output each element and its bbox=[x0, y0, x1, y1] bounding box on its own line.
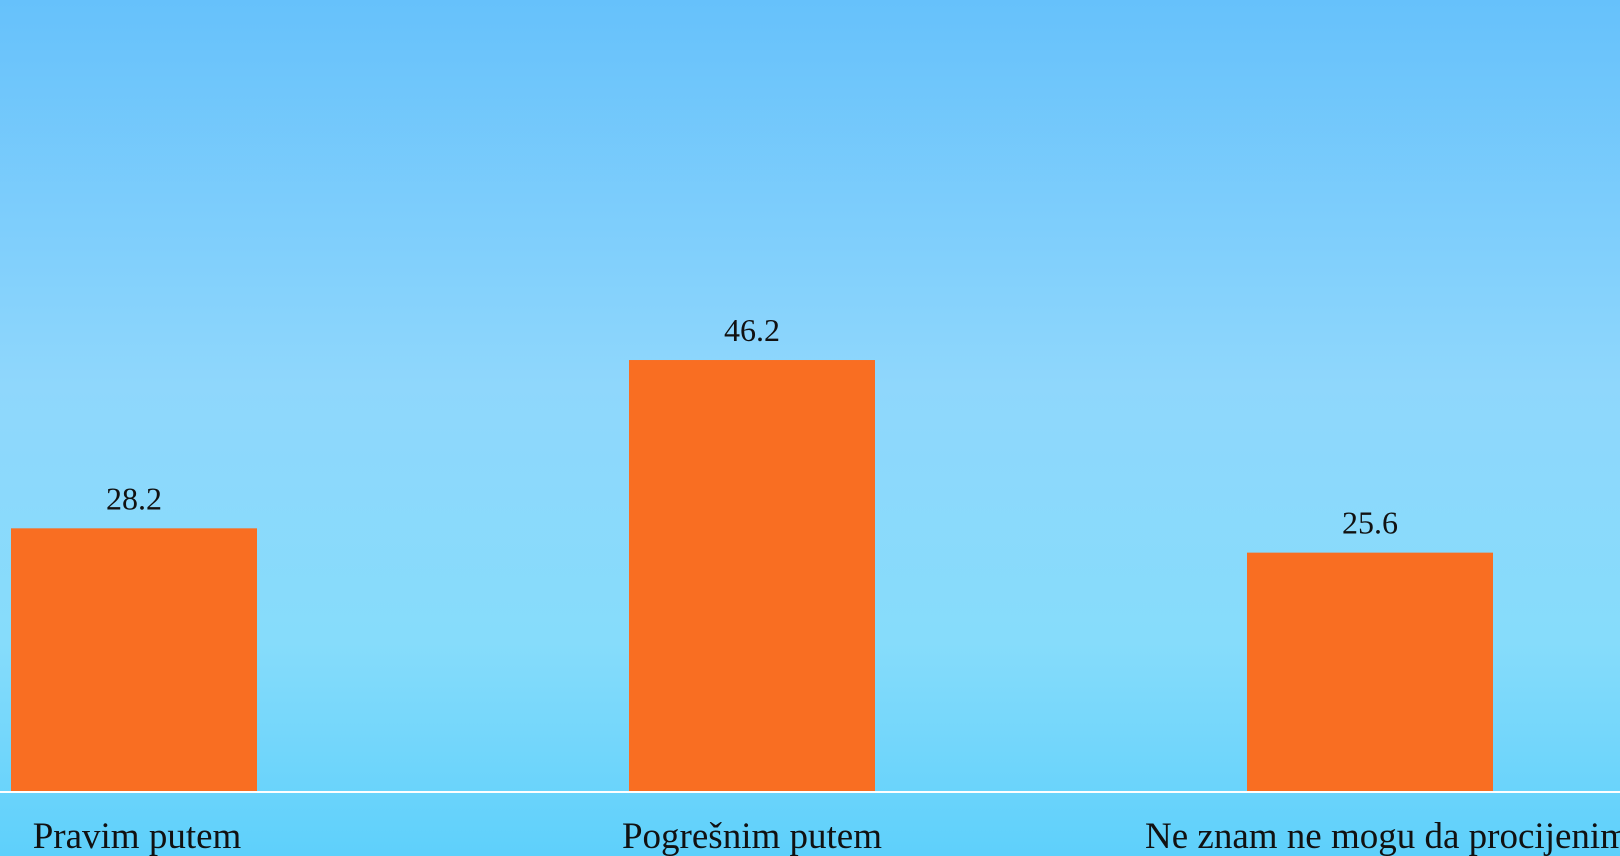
category-label-3: Ne znam ne mogu da procijenim bbox=[1145, 816, 1620, 856]
bar-3 bbox=[1247, 552, 1493, 792]
category-label-1: Pravim putem bbox=[33, 816, 242, 856]
bars-group bbox=[11, 360, 1493, 792]
bar-1 bbox=[11, 528, 257, 792]
data-label-1: 28.2 bbox=[106, 480, 162, 516]
category-label-2: Pogrešnim putem bbox=[622, 816, 882, 856]
category-labels-group: Pravim putem Pogrešnim putem Ne znam ne mo… bbox=[33, 816, 1620, 856]
data-labels-group: 28.2 46.2 25.6 bbox=[106, 312, 1398, 541]
data-label-2: 46.2 bbox=[724, 312, 780, 348]
data-label-3: 25.6 bbox=[1342, 505, 1398, 541]
bar-2 bbox=[629, 360, 875, 792]
